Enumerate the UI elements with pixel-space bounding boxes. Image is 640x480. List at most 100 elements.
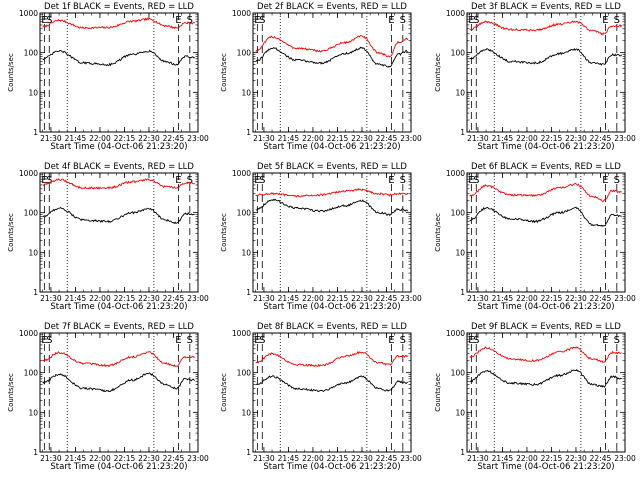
- x-tick-label: 22:15: [327, 134, 349, 143]
- x-tick-label: 21:45: [492, 134, 514, 143]
- marker-letter: E: [602, 335, 608, 346]
- marker-letter: S: [187, 175, 193, 186]
- plot-frame: [252, 332, 412, 453]
- y-tick-label: 10: [241, 88, 251, 97]
- series-events-line: [469, 206, 622, 227]
- x-tick-label: 22:30: [565, 134, 587, 143]
- marker-letter: S: [614, 15, 620, 26]
- marker-letter: E: [468, 15, 474, 26]
- x-tick-label: 22:30: [565, 454, 587, 463]
- x-tick-label: 21:45: [65, 294, 87, 303]
- y-tick-label: 100: [24, 369, 39, 378]
- x-tick-label: 22:30: [351, 294, 373, 303]
- plot-frame: [252, 172, 412, 293]
- marker-letter: S: [259, 15, 265, 26]
- x-tick-label: 22:15: [541, 294, 563, 303]
- x-axis-label: Start Time (04-Oct-06 21:23:20): [477, 142, 614, 152]
- y-tick-label: 100: [451, 369, 466, 378]
- y-tick-label: 100: [451, 49, 466, 58]
- x-axis-label: Start Time (04-Oct-06 21:23:20): [263, 462, 400, 472]
- y-tick-label: 10: [28, 248, 38, 257]
- x-tick-label: 22:00: [89, 134, 111, 143]
- series-events-line: [255, 375, 408, 392]
- y-tick-label: 100: [451, 209, 466, 218]
- panel-6: Det 6f BLACK = Events, RED = LLD Counts/s…: [434, 162, 636, 312]
- x-tick-label: 21:45: [492, 454, 514, 463]
- panel-title: Det 2f BLACK = Events, RED = LLD: [257, 2, 407, 12]
- x-tick-label: 22:30: [351, 134, 373, 143]
- x-tick-label: 22:15: [327, 454, 349, 463]
- x-tick-label: 21:45: [65, 454, 87, 463]
- y-axis-label: Counts/sec: [434, 373, 442, 412]
- y-tick-label: 1000: [19, 329, 38, 338]
- x-tick-label: 22:00: [302, 134, 324, 143]
- marker-letter: E: [41, 175, 47, 186]
- series-events-line: [469, 47, 623, 66]
- x-tick-label: 22:15: [114, 134, 136, 143]
- y-tick-label: 10: [455, 88, 465, 97]
- plot-frame: [466, 332, 626, 453]
- x-tick-label: 21:30: [40, 454, 62, 463]
- x-tick-label: 23:00: [400, 294, 422, 303]
- y-tick-label: 1000: [446, 329, 465, 338]
- series-events-line: [255, 198, 409, 217]
- marker-letter: S: [614, 335, 620, 346]
- marker-letter: S: [187, 15, 193, 26]
- series-lld-line: [469, 346, 622, 364]
- panel-title: Det 8f BLACK = Events, RED = LLD: [257, 322, 407, 332]
- y-tick-label: 100: [24, 49, 39, 58]
- x-tick-label: 21:30: [467, 454, 489, 463]
- y-tick-label: 1: [246, 128, 251, 137]
- panel-1: Det 1f BLACK = Events, RED = LLD Counts/s…: [7, 2, 209, 152]
- x-tick-label: 22:45: [163, 454, 185, 463]
- y-tick-label: 1000: [232, 169, 251, 178]
- panel-9: Det 9f BLACK = Events, RED = LLD Counts/s…: [434, 322, 636, 472]
- x-tick-label: 23:00: [187, 294, 209, 303]
- x-tick-label: 23:00: [614, 294, 636, 303]
- panel-title: Det 7f BLACK = Events, RED = LLD: [44, 322, 194, 332]
- plot-frame: [39, 332, 199, 453]
- y-axis-label: Counts/sec: [220, 53, 228, 92]
- x-tick-label: 22:15: [541, 134, 563, 143]
- panel-title: Det 3f BLACK = Events, RED = LLD: [471, 2, 621, 12]
- x-tick-label: 23:00: [400, 454, 422, 463]
- y-tick-label: 1000: [446, 169, 465, 178]
- marker-letter: E: [175, 175, 181, 186]
- y-tick-label: 1000: [19, 169, 38, 178]
- x-tick-label: 21:45: [65, 134, 87, 143]
- marker-letter: E: [468, 335, 474, 346]
- marker-letter: E: [41, 335, 47, 346]
- x-axis-label: Start Time (04-Oct-06 21:23:20): [263, 302, 400, 312]
- marker-letter: E: [254, 15, 260, 26]
- panel-title: Det 9f BLACK = Events, RED = LLD: [471, 322, 621, 332]
- y-tick-label: 1000: [19, 9, 38, 18]
- y-tick-label: 1000: [232, 9, 251, 18]
- x-tick-label: 22:00: [89, 294, 111, 303]
- x-tick-label: 21:30: [253, 134, 275, 143]
- x-tick-label: 22:45: [590, 134, 612, 143]
- series-events-line: [469, 368, 622, 388]
- x-tick-label: 23:00: [614, 454, 636, 463]
- series-events-line: [42, 372, 195, 393]
- x-tick-label: 21:30: [253, 294, 275, 303]
- marker-letter: S: [400, 175, 406, 186]
- marker-letter: E: [388, 335, 394, 346]
- x-tick-label: 22:45: [376, 294, 398, 303]
- marker-letter: S: [46, 15, 52, 26]
- series-lld-line: [42, 178, 195, 190]
- x-tick-label: 23:00: [187, 134, 209, 143]
- y-axis-label: Counts/sec: [220, 213, 228, 252]
- x-tick-label: 22:45: [376, 454, 398, 463]
- x-tick-label: 22:45: [590, 294, 612, 303]
- y-tick-label: 1: [33, 128, 38, 137]
- x-tick-label: 22:00: [89, 454, 111, 463]
- panel-title: Det 4f BLACK = Events, RED = LLD: [44, 162, 194, 172]
- y-axis-label: Counts/sec: [7, 213, 15, 252]
- x-tick-label: 22:45: [163, 134, 185, 143]
- marker-letter: E: [388, 175, 394, 186]
- y-tick-label: 10: [455, 408, 465, 417]
- x-axis-label: Start Time (04-Oct-06 21:23:20): [477, 302, 614, 312]
- y-tick-label: 1000: [232, 329, 251, 338]
- plot-frame: [39, 172, 199, 293]
